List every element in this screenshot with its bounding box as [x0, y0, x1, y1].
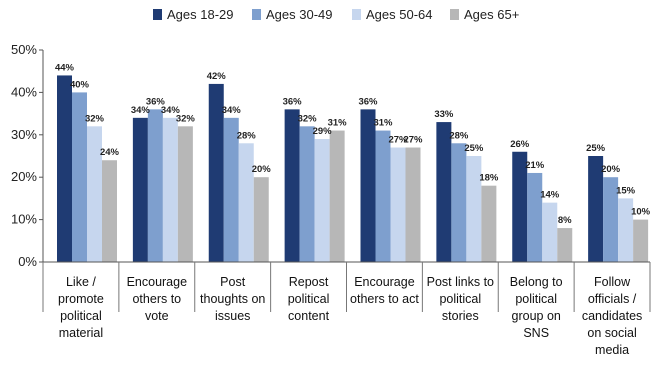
data-label: 31%: [328, 118, 348, 129]
bar: [512, 151, 528, 262]
bar: [633, 219, 649, 262]
x-category-label: Post links to political stories: [427, 275, 494, 323]
y-tick-label: 0%: [18, 254, 37, 269]
bar: [284, 109, 300, 262]
bar: [253, 177, 269, 262]
x-category-label: Repost political content: [288, 275, 330, 323]
data-label: 33%: [434, 109, 454, 120]
data-label: 28%: [237, 130, 257, 141]
data-label: 44%: [55, 62, 75, 73]
data-label: 8%: [558, 215, 572, 226]
data-label: 34%: [222, 105, 242, 116]
bar: [238, 143, 254, 262]
bar: [299, 126, 315, 262]
bar: [147, 109, 163, 262]
data-label: 32%: [298, 113, 318, 124]
data-label: 31%: [373, 118, 393, 129]
data-label: 14%: [540, 190, 560, 201]
bar: [451, 143, 467, 262]
bar: [557, 228, 573, 262]
bar: [162, 117, 178, 262]
data-label: 27%: [388, 135, 408, 146]
y-tick-label: 40%: [11, 84, 37, 99]
bar: [102, 160, 117, 262]
bar: [132, 117, 148, 262]
bar: [329, 130, 345, 262]
data-labels: 44%40%32%24%34%36%34%32%42%34%28%20%36%3…: [55, 62, 651, 226]
y-tick-label: 10%: [11, 212, 37, 227]
data-label: 20%: [601, 164, 621, 175]
data-label: 10%: [631, 207, 651, 218]
bar: [177, 126, 193, 262]
bars: [57, 75, 649, 263]
data-label: 26%: [510, 139, 530, 150]
bar: [481, 185, 497, 262]
x-axis: Like / promote political material Encourage o…: [42, 261, 651, 357]
bar: [360, 109, 376, 262]
data-label: 20%: [252, 164, 272, 175]
bar: [57, 75, 72, 262]
x-category-label: Post thoughts on issues: [200, 275, 265, 323]
legend-swatch: [153, 9, 162, 20]
data-label: 40%: [70, 79, 90, 90]
data-label: 27%: [403, 135, 423, 146]
bar: [375, 130, 391, 262]
legend-swatch: [450, 9, 459, 20]
bar: [466, 156, 482, 262]
legend-label: Ages 18-29: [167, 7, 234, 22]
bar: [588, 156, 604, 262]
legend-label: Ages 30-49: [266, 7, 333, 22]
x-category-label: Belong to political group on SNS: [510, 275, 563, 340]
x-category-label: Encourage others to vote: [127, 275, 188, 323]
bar: [603, 177, 619, 262]
bar: [436, 122, 452, 262]
legend-label: Ages 65+: [464, 7, 519, 22]
data-label: 34%: [161, 105, 181, 116]
data-label: 25%: [586, 143, 606, 154]
data-label: 42%: [207, 71, 227, 82]
y-axis: 0% 10% 20% 30% 40% 50%: [11, 42, 44, 269]
y-tick-label: 50%: [11, 42, 37, 57]
bar: [527, 172, 543, 262]
legend: Ages 18-29 Ages 30-49 Ages 50-64 Ages 65+: [153, 7, 519, 22]
x-category-label: Encourage others to act: [350, 275, 419, 306]
data-label: 32%: [176, 113, 196, 124]
bar: [542, 202, 558, 262]
x-category-label: Follow officials / candidates on social medi…: [582, 275, 642, 357]
data-label: 21%: [525, 160, 545, 171]
legend-swatch: [252, 9, 261, 20]
data-label: 34%: [131, 105, 151, 116]
data-label: 25%: [464, 143, 484, 154]
data-label: 29%: [313, 126, 333, 137]
bar: [390, 147, 406, 262]
x-category-label: Like / promote political material: [58, 275, 104, 340]
data-label: 36%: [283, 96, 303, 107]
data-label: 36%: [358, 96, 378, 107]
legend-swatch: [352, 9, 361, 20]
bar: [208, 83, 224, 262]
data-label: 18%: [479, 173, 499, 184]
bar: [618, 198, 634, 262]
data-label: 15%: [616, 185, 636, 196]
data-label: 24%: [100, 147, 120, 158]
bar: [87, 126, 102, 262]
data-label: 28%: [449, 130, 469, 141]
y-tick-label: 20%: [11, 169, 37, 184]
data-label: 36%: [146, 96, 166, 107]
bar: [72, 92, 87, 263]
bar: [223, 117, 239, 262]
bar: [405, 147, 421, 262]
legend-label: Ages 50-64: [366, 7, 433, 22]
data-label: 32%: [85, 113, 105, 124]
bar: [314, 139, 330, 262]
y-tick-label: 30%: [11, 127, 37, 142]
